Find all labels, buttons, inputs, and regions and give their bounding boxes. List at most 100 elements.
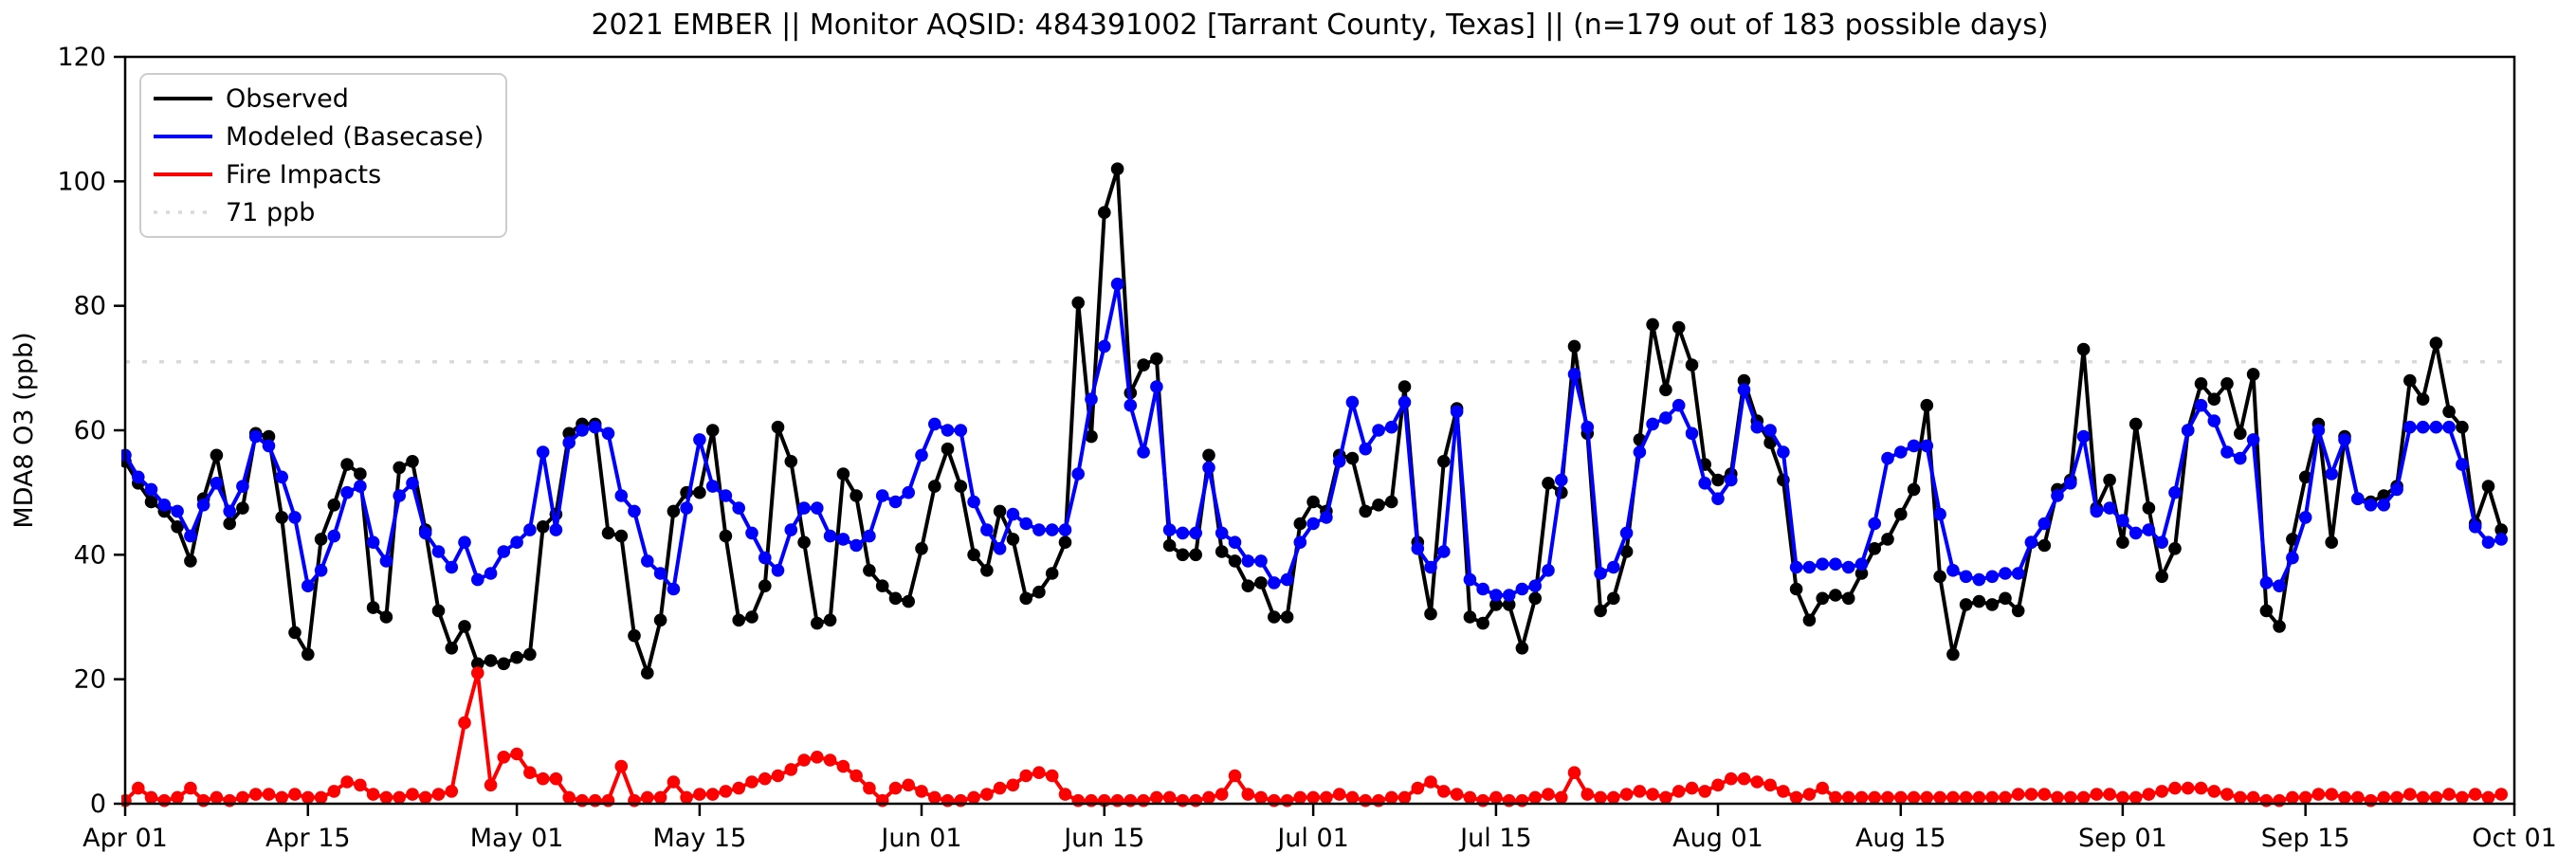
data-point	[1359, 442, 1372, 456]
data-point	[327, 499, 341, 512]
data-point	[2220, 445, 2234, 459]
data-point	[2076, 342, 2091, 356]
data-point	[2456, 790, 2469, 805]
data-point	[1098, 206, 1111, 219]
data-point	[1594, 604, 1607, 618]
data-point	[902, 778, 915, 792]
data-point	[1646, 417, 1659, 431]
data-point	[1841, 790, 1855, 805]
data-point	[915, 542, 928, 555]
data-point	[1907, 482, 1921, 497]
data-point	[705, 424, 720, 437]
x-tick-label: Aug 15	[1855, 824, 1946, 853]
data-point	[562, 790, 575, 805]
data-point	[1725, 771, 1738, 786]
data-point	[2103, 473, 2116, 487]
data-point	[641, 666, 654, 680]
data-point	[1698, 785, 1711, 798]
data-point	[915, 448, 928, 463]
data-point	[2311, 424, 2326, 437]
data-point	[1280, 610, 1294, 624]
data-point	[1110, 162, 1124, 175]
data-point	[210, 790, 224, 805]
data-point	[1137, 358, 1150, 372]
data-point	[549, 523, 563, 536]
data-point	[2259, 576, 2274, 590]
data-point	[2155, 535, 2168, 549]
data-point	[1999, 790, 2012, 805]
data-point	[1032, 766, 1046, 779]
data-point	[902, 485, 915, 499]
data-point	[745, 775, 758, 789]
data-point	[1646, 318, 1659, 332]
data-point	[1476, 793, 1489, 808]
data-point	[1189, 548, 1202, 562]
y-tick-label: 40	[74, 540, 106, 570]
data-point	[2481, 535, 2495, 549]
legend-label: Observed	[226, 84, 349, 114]
data-point	[1489, 790, 1503, 805]
data-point	[288, 511, 301, 524]
data-point	[354, 480, 367, 493]
data-point	[1268, 576, 1281, 590]
data-point	[693, 433, 706, 446]
data-point	[1528, 790, 1542, 805]
data-point	[2037, 538, 2052, 553]
data-point	[1816, 557, 1829, 571]
data-point	[2103, 501, 2116, 515]
data-point	[1868, 542, 1881, 555]
data-point	[850, 538, 863, 553]
data-point	[458, 620, 471, 633]
y-tick-label: 60	[74, 416, 106, 445]
data-point	[144, 790, 158, 805]
data-point	[1959, 790, 1973, 805]
data-point	[458, 716, 471, 730]
data-point	[1502, 589, 1516, 602]
data-point	[196, 499, 210, 512]
data-point	[2286, 551, 2299, 565]
data-point	[2064, 790, 2077, 805]
data-point	[471, 666, 484, 680]
data-point	[1384, 495, 1398, 509]
data-point	[1894, 507, 1908, 521]
data-point	[1215, 788, 1229, 801]
data-point	[1372, 424, 1385, 437]
data-point	[1841, 560, 1855, 574]
data-point	[2064, 477, 2077, 490]
data-point	[1894, 445, 1908, 459]
data-point	[667, 504, 681, 518]
data-point	[1110, 793, 1124, 808]
data-point	[2207, 414, 2221, 427]
data-point	[549, 771, 563, 786]
data-point	[184, 529, 197, 543]
data-point	[1085, 429, 1098, 444]
x-tick-label: Jul 01	[1275, 824, 1349, 853]
data-point	[1320, 511, 1333, 524]
data-point	[1959, 570, 1973, 584]
data-point	[1437, 545, 1451, 558]
data-point	[588, 420, 602, 434]
data-point	[418, 526, 432, 540]
data-point	[614, 529, 629, 543]
data-point	[132, 470, 145, 484]
data-point	[1777, 785, 1790, 798]
data-point	[575, 793, 589, 808]
data-point	[431, 788, 446, 801]
data-point	[1528, 591, 1542, 606]
data-point	[1463, 610, 1477, 624]
data-point	[1907, 790, 1921, 805]
data-point	[2403, 373, 2417, 388]
data-point	[1176, 793, 1190, 808]
data-point	[2181, 424, 2195, 437]
data-point	[823, 613, 837, 627]
data-point	[1032, 585, 1046, 599]
data-point	[2142, 523, 2156, 536]
data-point	[1359, 504, 1372, 518]
data-point	[641, 554, 654, 568]
legend-box	[139, 73, 507, 238]
data-point	[2298, 790, 2312, 805]
data-point	[1306, 495, 1320, 509]
data-point	[2011, 567, 2025, 580]
data-point	[2456, 458, 2469, 471]
data-point	[1345, 451, 1360, 465]
